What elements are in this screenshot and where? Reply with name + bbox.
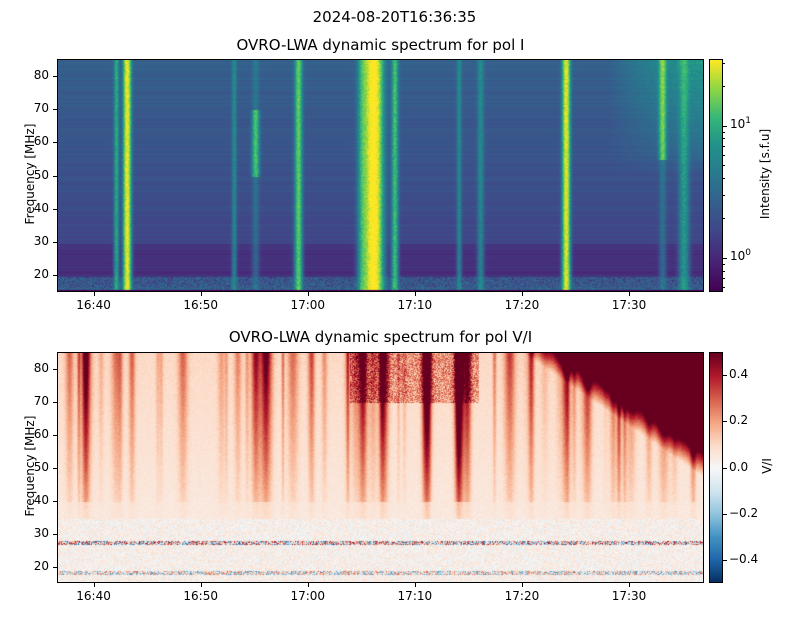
y-tick-label: 80	[33, 67, 49, 82]
x-tick-label: 17:20	[504, 589, 540, 603]
x-tick-label: 16:40	[76, 298, 111, 312]
y-tick-label: 40	[33, 200, 49, 215]
x-tick-label: 16:40	[76, 589, 111, 603]
y-tick-mark	[53, 175, 57, 177]
y-tick-mark	[53, 242, 57, 244]
x-tick-mark	[521, 292, 523, 296]
colorbar-minor-tick	[723, 270, 725, 272]
panel-1-colorbar-label: Intensity [s.f.u]	[758, 128, 772, 220]
stokes-i-image	[58, 60, 703, 291]
colorbar-minor-tick	[723, 62, 725, 64]
x-tick-label: 17:30	[611, 589, 647, 603]
y-tick-label: 40	[33, 492, 49, 507]
colorbar-tick-mark	[723, 467, 727, 469]
y-tick-label: 50	[33, 167, 49, 182]
colorbar-tick-label: −0.2	[729, 505, 759, 520]
y-tick-label: 30	[33, 234, 49, 249]
y-tick-label: 70	[33, 100, 49, 115]
panel-2-title: OVRO-LWA dynamic spectrum for pol V/I	[228, 328, 533, 346]
colorbar-tick-label: 100	[730, 247, 752, 263]
colorbar-tick-label: 0.2	[729, 413, 749, 428]
y-tick-label: 70	[33, 393, 49, 408]
y-tick-label: 80	[33, 360, 49, 375]
x-tick-label: 16:50	[183, 589, 218, 603]
y-tick-mark	[53, 108, 57, 110]
x-tick-mark	[93, 292, 95, 296]
colorbar-tick-mark	[723, 559, 727, 561]
colorbar-minor-tick	[723, 287, 725, 288]
colorbar-minor-tick	[723, 131, 725, 133]
panel-2-colorbar-label: V/I	[760, 458, 774, 474]
y-tick-label: 20	[33, 267, 49, 282]
stokes-v-over-i-image	[58, 353, 703, 582]
y-tick-mark	[53, 434, 57, 436]
colorbar-minor-tick	[723, 165, 725, 167]
colorbar-tick-label: 101	[730, 115, 752, 131]
colorbar-minor-tick	[723, 278, 725, 280]
y-tick-mark	[53, 500, 57, 502]
x-tick-mark	[93, 583, 95, 587]
y-tick-mark	[53, 566, 57, 568]
colorbar-tick-label: −0.4	[729, 551, 759, 566]
panel-1-title: OVRO-LWA dynamic spectrum for pol I	[236, 36, 525, 54]
x-tick-mark	[307, 292, 309, 296]
x-tick-label: 17:10	[397, 298, 433, 312]
colorbar-minor-tick	[723, 85, 725, 87]
colorbar-tick-mark	[723, 125, 727, 127]
x-tick-mark	[629, 292, 631, 296]
colorbar-minor-tick	[723, 178, 725, 180]
x-tick-label: 17:30	[611, 298, 647, 312]
y-tick-label: 30	[33, 525, 49, 540]
x-tick-mark	[200, 292, 202, 296]
colorbar-tick-mark	[723, 257, 727, 259]
stokes-i-spectrogram	[57, 59, 704, 292]
figure-suptitle: 2024-08-20T16:36:35	[312, 8, 477, 26]
stokes-i-colorbar	[709, 59, 723, 292]
x-tick-mark	[414, 583, 416, 587]
y-tick-label: 50	[33, 459, 49, 474]
y-tick-mark	[53, 275, 57, 277]
colorbar-minor-tick	[723, 217, 725, 219]
x-tick-label: 17:00	[290, 589, 326, 603]
x-tick-label: 17:00	[290, 298, 326, 312]
y-tick-label: 20	[33, 558, 49, 573]
colorbar-tick-mark	[723, 513, 727, 515]
x-tick-mark	[414, 292, 416, 296]
colorbar-minor-tick	[723, 138, 725, 140]
v-over-i-colorbar	[709, 352, 723, 583]
colorbar-tick-mark	[723, 421, 727, 423]
x-tick-mark	[629, 583, 631, 587]
y-tick-label: 60	[33, 134, 49, 149]
x-tick-mark	[521, 583, 523, 587]
y-tick-mark	[53, 401, 57, 403]
stokes-v-over-i-spectrogram	[57, 352, 704, 583]
colorbar-minor-tick	[723, 263, 725, 265]
colorbar-minor-tick	[723, 146, 725, 148]
colorbar-minor-tick	[723, 194, 725, 196]
colorbar-minor-tick	[723, 154, 725, 156]
colorbar-tick-label: 0.0	[729, 459, 749, 474]
colorbar-tick-mark	[723, 375, 727, 377]
y-tick-mark	[53, 142, 57, 144]
y-tick-mark	[53, 75, 57, 77]
y-tick-mark	[53, 208, 57, 210]
x-tick-mark	[200, 583, 202, 587]
x-tick-label: 17:20	[504, 298, 540, 312]
colorbar-tick-label: 0.4	[729, 367, 749, 382]
y-tick-mark	[53, 533, 57, 535]
x-tick-mark	[307, 583, 309, 587]
y-tick-mark	[53, 467, 57, 469]
y-tick-mark	[53, 368, 57, 370]
y-tick-label: 60	[33, 426, 49, 441]
x-tick-label: 16:50	[183, 298, 218, 312]
x-tick-label: 17:10	[397, 589, 433, 603]
